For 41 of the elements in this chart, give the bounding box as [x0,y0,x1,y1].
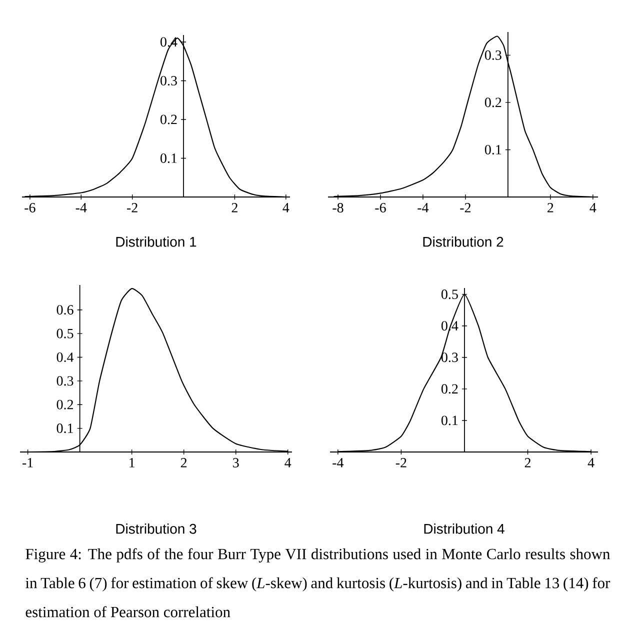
y-tick-label: 0.3 [56,376,74,386]
y-tick-label: 0.1 [160,153,177,164]
x-axis-title: Distribution 4 [424,524,504,534]
y-tick-label: 0.5 [441,290,458,300]
x-tick-label: -2 [396,458,406,468]
y-tick-label: 0.3 [160,76,177,86]
y-tick-label: 0.5 [56,328,74,338]
y-tick-label: 0.3 [484,50,502,60]
x-tick-label: -6 [24,203,36,212]
x-tick-label: 2 [232,203,238,212]
x-tick-label: 2 [180,458,187,468]
x-tick-label: -6 [375,203,386,212]
x-tick-label: 3 [233,458,239,468]
y-tick-label: 0.6 [56,305,74,315]
y-tick-label: 0.2 [441,384,458,394]
y-tick-label: 0.1 [484,144,502,154]
x-tick-label: 4 [284,458,292,468]
y-tick-label: 0.1 [56,424,73,434]
x-tick-label: -4 [76,203,87,212]
x-axis-title: Distribution 3 [116,524,196,534]
x-tick-label: -1 [22,458,33,468]
y-tick-label: 0.2 [56,400,74,410]
x-tick-label: 4 [282,203,290,212]
x-tick-label: -4 [332,458,344,468]
x-tick-label: 1 [130,458,134,468]
y-tick-label: 0.2 [484,98,502,108]
x-tick-label: -8 [332,203,344,212]
y-tick-label: 0.1 [441,416,458,426]
x-tick-label: -2 [127,203,138,212]
x-axis-title: Distribution 2 [423,236,504,247]
x-tick-label: -2 [460,203,471,212]
y-tick-label: 0.3 [441,352,458,362]
y-tick-label: 0.2 [160,114,177,124]
y-tick-label: 0.4 [56,352,74,362]
x-axis-title: Distribution 1 [116,236,196,247]
x-tick-label: 2 [548,203,554,212]
x-tick-label: -4 [418,203,429,212]
x-tick-label: 4 [590,203,596,212]
x-tick-label: 2 [524,458,530,468]
x-tick-label: 4 [588,458,594,468]
text: Figure 4: The pdfs of the four Burr Type VII distributions used in Monte Carlo results shown in Table 6 (7) for estimation of skew (L-skew) and kurtosis (L-kurtosis) and in Table 13 (14) for estimation of Pearson correlation [26,548,610,618]
